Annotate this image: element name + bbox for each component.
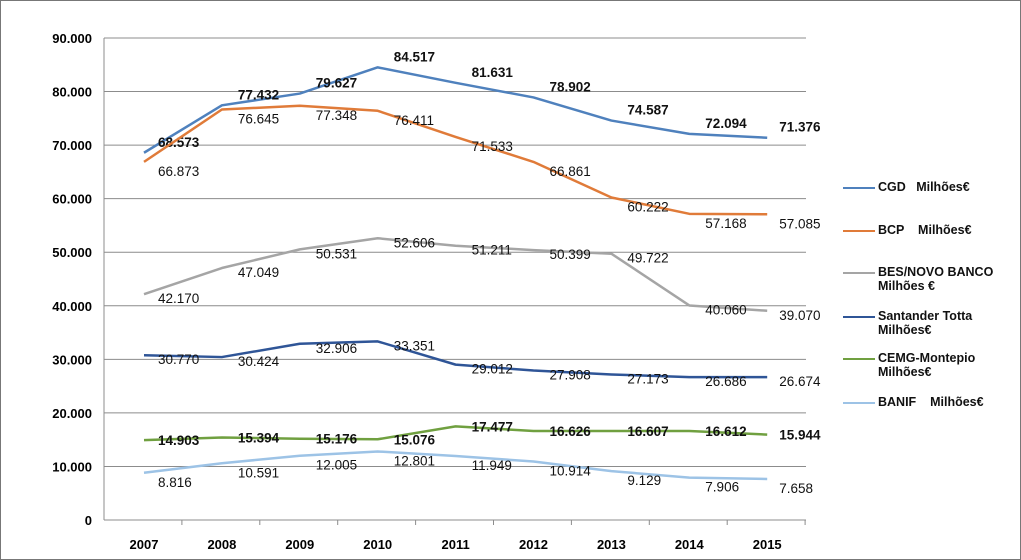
y-tick-label: 20.000 bbox=[52, 406, 92, 421]
data-label: 17.477 bbox=[472, 419, 513, 434]
legend-label: Santander Totta Milhões€ bbox=[878, 309, 976, 337]
series-line-0 bbox=[143, 66, 768, 154]
legend-label: CGD Milhões€ bbox=[878, 180, 970, 194]
y-tick-label: 10.000 bbox=[52, 459, 92, 474]
legend-label: CEMG-Montepio Milhões€ bbox=[878, 351, 979, 379]
data-label: 15.176 bbox=[316, 432, 358, 447]
legend-swatch bbox=[843, 187, 875, 189]
legend-item: Santander Totta Milhões€ bbox=[843, 309, 1018, 337]
data-label: 42.170 bbox=[158, 291, 199, 306]
data-label: 76.645 bbox=[238, 112, 279, 127]
y-tick-label: 80.000 bbox=[52, 85, 92, 100]
data-label: 7.658 bbox=[779, 481, 813, 496]
data-label: 66.873 bbox=[158, 164, 199, 179]
x-tick-label: 2007 bbox=[130, 537, 159, 552]
y-tick-label: 90.000 bbox=[52, 31, 92, 46]
data-label: 74.587 bbox=[627, 103, 668, 118]
legend-swatch bbox=[843, 230, 875, 232]
data-label: 33.351 bbox=[394, 338, 435, 353]
legend-swatch bbox=[843, 358, 875, 360]
x-tick-label: 2009 bbox=[285, 537, 314, 552]
legend-item: BCP Milhões€ bbox=[843, 223, 1018, 237]
x-tick-label: 2008 bbox=[207, 537, 236, 552]
series-line-4 bbox=[143, 425, 768, 442]
legend-label: BES/NOVO BANCO Milhões € bbox=[878, 265, 1004, 293]
legend-label: BCP Milhões€ bbox=[878, 223, 972, 237]
data-label: 16.612 bbox=[705, 424, 746, 439]
x-tick-label: 2010 bbox=[363, 537, 392, 552]
data-label: 10.914 bbox=[550, 464, 592, 479]
data-label: 66.861 bbox=[550, 164, 591, 179]
legend-swatch bbox=[843, 272, 875, 274]
x-tick-label: 2013 bbox=[597, 537, 626, 552]
data-label: 27.173 bbox=[627, 371, 668, 386]
data-label: 11.949 bbox=[472, 458, 512, 473]
x-tick-label: 2014 bbox=[675, 537, 705, 552]
y-tick-label: 60.000 bbox=[52, 192, 92, 207]
data-label: 15.394 bbox=[238, 431, 280, 446]
data-label: 7.906 bbox=[705, 480, 739, 495]
data-label: 71.533 bbox=[472, 139, 513, 154]
data-label: 32.906 bbox=[316, 341, 357, 356]
data-label: 84.517 bbox=[394, 49, 435, 64]
data-label: 15.944 bbox=[779, 428, 821, 443]
legend-swatch bbox=[843, 316, 875, 318]
series-line-1 bbox=[143, 104, 768, 216]
data-label: 79.627 bbox=[316, 76, 357, 91]
data-label: 12.801 bbox=[394, 453, 435, 468]
data-label: 76.411 bbox=[394, 113, 434, 128]
data-label: 8.816 bbox=[158, 475, 192, 490]
data-label: 57.085 bbox=[779, 216, 820, 231]
y-tick-label: 50.000 bbox=[52, 245, 92, 260]
data-label: 30.424 bbox=[238, 354, 280, 369]
data-label: 26.686 bbox=[705, 374, 746, 389]
data-label: 10.591 bbox=[238, 465, 279, 480]
data-label: 50.399 bbox=[550, 247, 591, 262]
data-label: 57.168 bbox=[705, 216, 746, 231]
x-tick-label: 2011 bbox=[441, 537, 469, 552]
data-label: 16.607 bbox=[627, 424, 668, 439]
data-label: 27.908 bbox=[550, 368, 591, 383]
data-label: 30.770 bbox=[158, 352, 199, 367]
series-line-2 bbox=[143, 237, 768, 313]
data-label: 50.531 bbox=[316, 246, 357, 261]
legend-label: BANIF Milhões€ bbox=[878, 395, 984, 409]
data-label: 71.376 bbox=[779, 120, 821, 135]
series-line-3 bbox=[143, 340, 768, 379]
data-label: 14.903 bbox=[158, 433, 200, 448]
legend-swatch bbox=[843, 402, 875, 404]
x-tick-label: 2015 bbox=[753, 537, 782, 552]
data-label: 52.606 bbox=[394, 235, 435, 250]
data-label: 72.094 bbox=[705, 116, 747, 131]
data-label: 77.348 bbox=[316, 108, 357, 123]
data-label: 26.674 bbox=[779, 374, 821, 389]
data-label: 77.432 bbox=[238, 87, 279, 102]
data-label: 15.076 bbox=[394, 432, 436, 447]
data-label: 39.070 bbox=[779, 308, 820, 323]
data-label: 51.211 bbox=[472, 243, 512, 258]
data-label: 60.222 bbox=[627, 199, 668, 214]
data-label: 49.722 bbox=[627, 251, 668, 266]
data-label: 40.060 bbox=[705, 302, 746, 317]
y-tick-label: 30.000 bbox=[52, 352, 92, 367]
data-label: 29.012 bbox=[472, 362, 513, 377]
legend-item: BANIF Milhões€ bbox=[843, 395, 1018, 409]
y-tick-label: 40.000 bbox=[52, 299, 92, 314]
series-line-5 bbox=[143, 450, 768, 481]
data-label: 47.049 bbox=[238, 265, 279, 280]
legend-item: CEMG-Montepio Milhões€ bbox=[843, 351, 1018, 379]
data-label: 78.902 bbox=[550, 79, 591, 94]
y-tick-label: 0 bbox=[85, 513, 92, 528]
legend-item: BES/NOVO BANCO Milhões € bbox=[843, 265, 1018, 293]
data-label: 9.129 bbox=[627, 473, 661, 488]
x-tick-label: 2012 bbox=[519, 537, 548, 552]
legend-item: CGD Milhões€ bbox=[843, 180, 1018, 194]
data-label: 12.005 bbox=[316, 458, 357, 473]
y-tick-label: 70.000 bbox=[52, 138, 92, 153]
data-label: 16.626 bbox=[550, 424, 592, 439]
data-label: 81.631 bbox=[472, 65, 514, 80]
